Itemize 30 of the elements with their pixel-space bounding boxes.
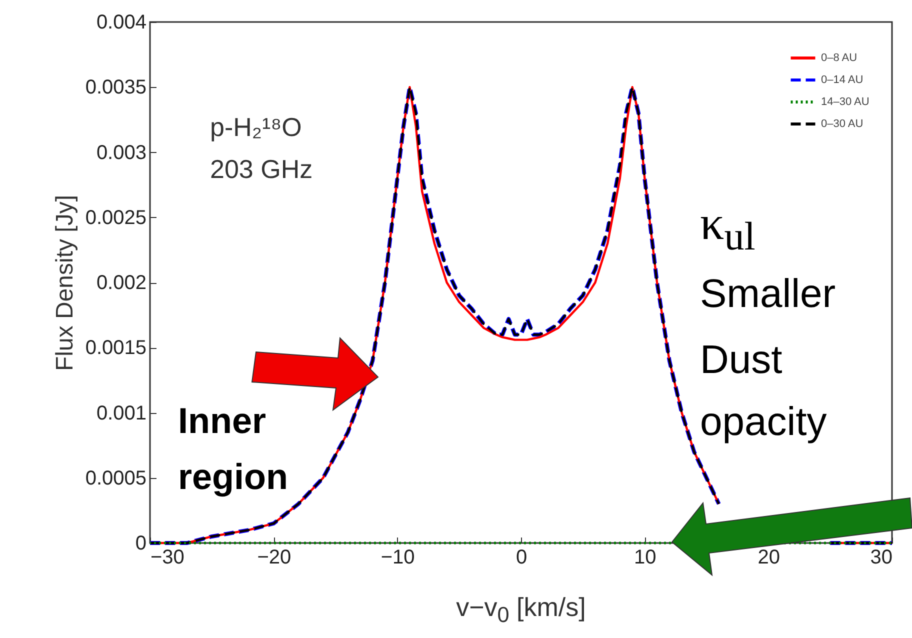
annotation: opacity [700,400,827,445]
annotation: Smaller [700,272,836,317]
legend-label: 0–8 AU [821,52,858,64]
y-tick-label: 0.004 [96,12,146,34]
x-tick-label: −30 [150,546,184,568]
annotation: κ$_{ul}$ [700,196,756,260]
y-tick-label: 0.0015 [85,337,146,360]
y-tick-label: 0 [135,532,146,554]
legend-label: 14–30 AU [821,96,870,108]
y-tick-label: 0.001 [96,402,146,424]
annotation: Dust [700,338,782,383]
legend-label: 0–30 AU [821,118,864,130]
annotation: p-H₂¹⁸O [210,112,302,143]
x-axis-title: v−v$_{0}$ [km/s] [455,592,587,628]
legend-label: 0–14 AU [821,74,864,86]
y-axis-title: Flux Density [Jy] [51,194,78,372]
x-tick-label: 10 [634,546,656,568]
annotation: Inner [178,400,266,442]
y-tick-label: 0.0025 [85,206,146,229]
annotation: 203 GHz [210,154,313,185]
x-tick-label: 20 [758,546,780,568]
x-tick-label: −10 [380,546,415,568]
x-tick-label: −20 [257,546,292,568]
y-tick-label: 0.0005 [85,467,146,490]
y-tick-label: 0.003 [96,142,146,164]
y-tick-label: 0.0035 [85,76,146,99]
y-tick-label: 0.002 [96,272,146,294]
annotation: region [178,456,288,498]
x-tick-label: 0 [516,546,528,568]
x-tick-label: 30 [870,546,892,568]
